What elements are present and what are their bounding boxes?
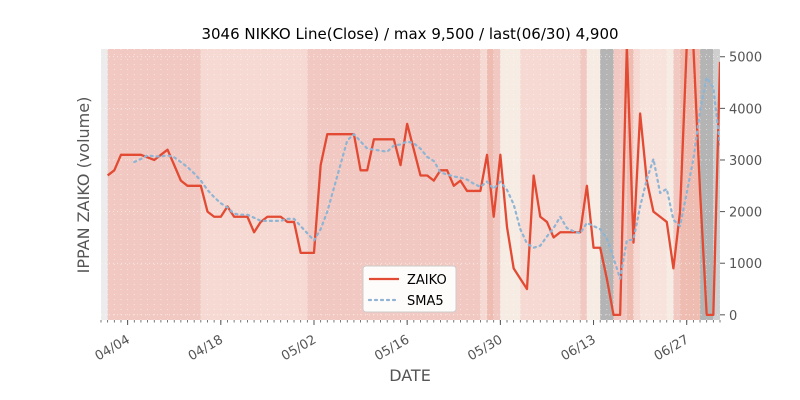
series-line-sma5: [133, 76, 720, 280]
background-band: [520, 49, 581, 320]
background-band: [580, 49, 587, 320]
x-tick-label: 04/18: [186, 332, 226, 364]
x-axis-label: DATE: [389, 366, 431, 385]
y-tick-label: 5000: [729, 51, 762, 66]
y-axis-label: IPPAN ZAIKO (volume): [74, 97, 93, 274]
background-band: [101, 49, 108, 320]
legend-label-sma5: SMA5: [407, 294, 444, 309]
background-band: [680, 49, 701, 320]
background-band: [626, 49, 634, 320]
y-tick-label: 4000: [729, 102, 762, 117]
y-tick-label: 0: [729, 309, 737, 324]
background-band: [500, 49, 521, 320]
x-tick-label: 06/13: [559, 332, 599, 364]
y-tick-label: 3000: [729, 154, 762, 169]
y-tick-label: 1000: [729, 257, 762, 272]
legend-label-zaiko: ZAIKO: [407, 273, 447, 288]
x-tick-label: 04/04: [93, 332, 133, 364]
series-lines: [106, 49, 720, 316]
x-tick-label: 05/16: [372, 332, 412, 364]
background-band: [666, 49, 674, 320]
background-band: [673, 49, 681, 320]
x-tick-label: 06/27: [652, 332, 692, 364]
x-tick-label: 05/30: [465, 332, 505, 364]
x-tick-label: 05/02: [279, 332, 319, 364]
y-tick-label: 2000: [729, 206, 762, 221]
series-line-zaiko: [106, 49, 720, 316]
plot-area: 0 1000 2000 3000 4000 5000 04/04 04/18 05/02 05/1…: [93, 49, 762, 364]
chart-title: 3046 NIKKO Line(Close) / max 9,500 / las…: [201, 25, 618, 43]
